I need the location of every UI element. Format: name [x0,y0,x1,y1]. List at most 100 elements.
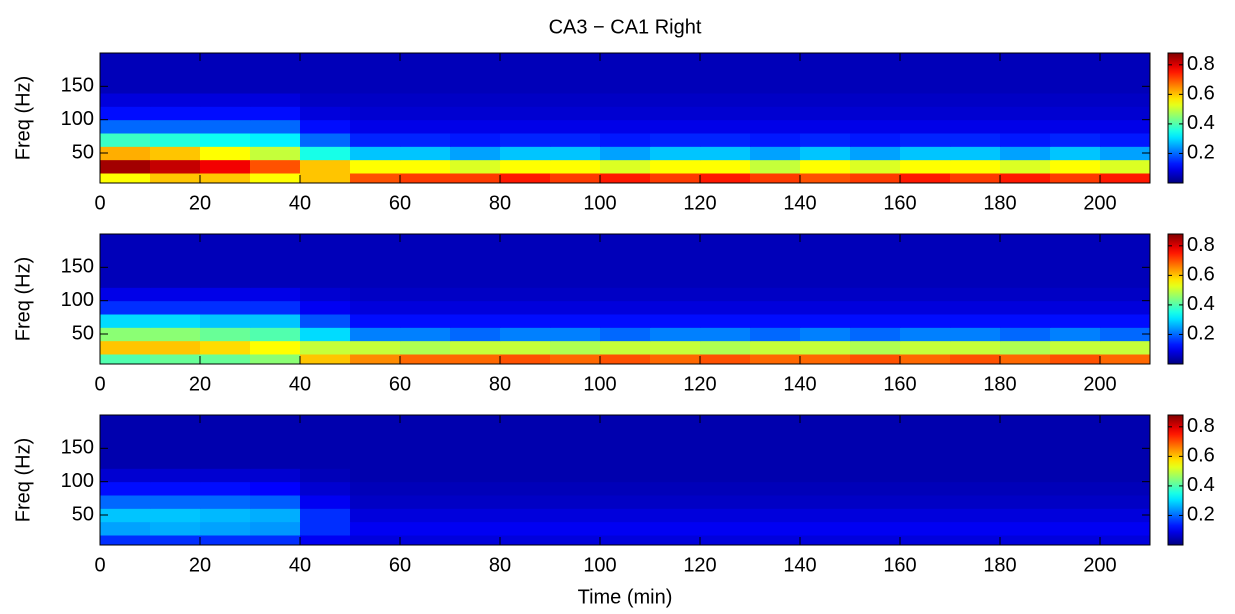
heatmap-cell [950,327,1001,342]
heatmap-cell [150,159,201,174]
x-tick-label: 100 [583,554,616,576]
chart-title: CA3 − CA1 Right [549,16,702,38]
heatmap-cell [200,327,251,342]
heatmap-cell [300,133,351,147]
heatmap-cell [700,340,751,355]
heatmap-cell [250,260,301,275]
heatmap-cell [1050,428,1101,443]
heatmap-cell [1100,327,1150,342]
x-tick-label: 0 [94,192,105,214]
heatmap-cell [550,441,601,456]
heatmap-cell [800,79,851,94]
heatmap-cell [1050,274,1101,288]
heatmap-cell [250,93,301,107]
heatmap-cell [950,521,1001,536]
x-tick-label: 120 [683,192,716,214]
heatmap-cell [800,300,851,315]
y-tick-label: 100 [61,108,94,130]
heatmap-cell [600,441,651,456]
heatmap-cell [450,415,501,429]
heatmap-cell [750,441,801,456]
y-tick-label: 50 [72,141,94,163]
heatmap-cell [900,468,951,483]
heatmap-cell [750,535,801,545]
heatmap-cell [900,234,951,248]
heatmap-cell [350,340,401,355]
heatmap-cell [1100,340,1150,355]
heatmap-cell [900,106,951,121]
heatmap-cell [750,481,801,496]
heatmap-cell [200,340,251,355]
heatmap-cell [750,327,801,342]
heatmap-cell [1050,535,1101,545]
heatmap-cell [650,521,701,536]
heatmap-cell [150,455,201,469]
heatmap-cell [1050,93,1101,107]
heatmap-cell [1100,173,1150,183]
heatmap-cell [400,159,451,174]
heatmap-cell [850,535,901,545]
heatmap-cell [1050,468,1101,483]
heatmap-cell [700,93,751,107]
heatmap-cell [600,133,651,147]
colorbar-tick-label: 0.8 [1187,415,1215,437]
heatmap-cell [300,455,351,469]
heatmap-cell [650,441,701,456]
heatmap-cells [100,234,1150,364]
heatmap-cell [200,508,251,523]
heatmap-cell [650,66,701,81]
heatmap-cell [300,119,351,134]
heatmap-cell [100,79,151,94]
heatmap-cell [350,354,401,364]
y-tick-label: 150 [61,437,94,459]
heatmap-cell [650,234,701,248]
heatmap-cell [100,354,151,364]
heatmap-cell [250,441,301,456]
heatmap-cell [200,314,251,328]
heatmap-cell [850,247,901,262]
heatmap-cell [250,455,301,469]
heatmap-cell [900,441,951,456]
heatmap-cell [1050,260,1101,275]
heatmap-cell [750,106,801,121]
heatmap-cell [600,300,651,315]
heatmap-cell [350,300,401,315]
heatmap-cell [650,340,701,355]
x-tick-label: 20 [189,554,211,576]
heatmap-cell [550,53,601,67]
heatmap-cell [700,133,751,147]
heatmap-cell [700,159,751,174]
heatmap-cell [300,340,351,355]
heatmap-cell [1100,234,1150,248]
heatmap-cell [750,260,801,275]
heatmap-cell [550,106,601,121]
heatmap-cell [550,481,601,496]
x-tick-label: 140 [783,373,816,395]
heatmap-cell [750,79,801,94]
heatmap-cell [300,146,351,161]
heatmap-cell [100,247,151,262]
heatmap-cell [850,468,901,483]
heatmap-cell [700,495,751,509]
heatmap-cell [1000,508,1051,523]
heatmap-cell [400,468,451,483]
heatmap-cell [350,234,401,248]
heatmap-cell [700,441,751,456]
heatmap-cell [600,106,651,121]
heatmap-cell [150,441,201,456]
heatmap-cell [700,79,751,94]
heatmap-cell [950,274,1001,288]
colorbar-tick-label: 0.8 [1187,53,1215,75]
heatmap-cell [400,79,451,94]
heatmap-cell [450,146,501,161]
heatmap-cell [650,535,701,545]
x-tick-label: 40 [289,373,311,395]
heatmap-cell [150,300,201,315]
heatmap-cell [550,234,601,248]
heatmap-cell [300,234,351,248]
colorbar-tick-label: 0.8 [1187,234,1215,256]
heatmap-cell [150,119,201,134]
heatmap-cell [1000,234,1051,248]
heatmap-cell [1100,468,1150,483]
heatmap-cell [700,106,751,121]
